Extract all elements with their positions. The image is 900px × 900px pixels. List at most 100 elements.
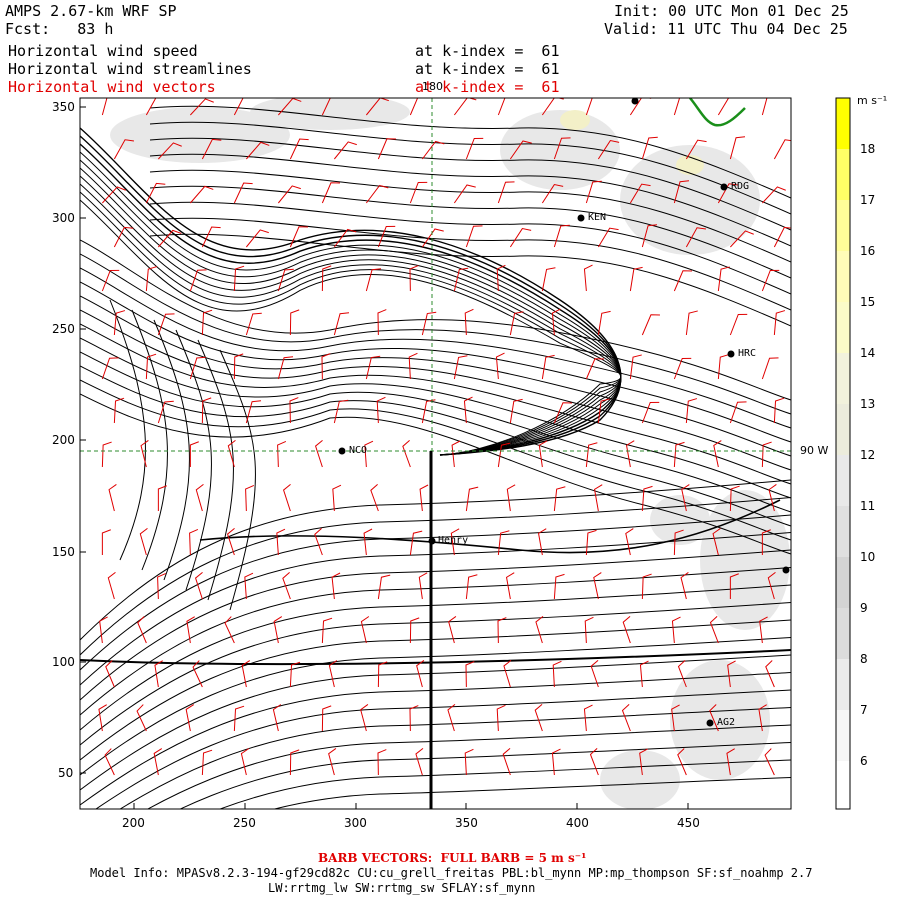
wind-barb [101,357,119,380]
streamline [179,742,791,809]
streamline [80,654,791,791]
wind-barb [685,310,698,336]
streamline [80,379,791,541]
streamline [272,777,791,809]
wind-barb [245,229,269,248]
wind-barb [717,98,739,116]
wind-barb [289,309,300,336]
wind-barb [377,309,387,336]
wind-barb [589,748,599,776]
wind-barb [201,226,221,248]
wind-barb [629,354,642,380]
wind-barb [551,748,561,776]
y-tick-150: 150 [52,545,75,559]
station-markers [338,97,790,727]
wind-barb [415,747,424,776]
wind-barb [583,264,593,292]
colorbar-tick-6: 6 [860,754,868,768]
wind-barb [331,572,341,600]
wind-barb [465,574,478,600]
streamlines [80,105,791,809]
wind-barb [597,227,619,248]
wind-barb [509,140,532,160]
wind-barb [761,441,772,468]
wind-barb [245,141,270,160]
wind-barb [360,616,370,644]
wind-barb [157,313,175,336]
wind-barb [450,528,460,556]
wind-barb [541,354,555,380]
wind-barb [717,354,730,380]
streamline [149,121,791,215]
wind-barb [552,660,562,688]
wind-barb [185,704,195,732]
x-tick-300: 300 [344,816,367,830]
meridian-label: 180 [422,80,443,93]
wind-barb [108,484,117,512]
wind-barb [282,483,291,512]
streamline [80,143,622,456]
wind-barb [729,230,754,248]
wind-barb [767,572,776,600]
streamline [95,689,791,809]
wind-barb [584,616,594,644]
wind-barb [639,660,649,688]
wind-barb [629,266,643,292]
streamline [153,319,190,581]
wind-barb [113,139,135,160]
wind-barb [333,141,357,160]
wind-barb [621,704,631,732]
wind-barb [113,226,134,248]
wind-barb [505,572,515,600]
wind-barb [289,661,301,688]
streamline [80,637,791,776]
colorbar-tick-13: 13 [860,397,876,411]
wind-barb [773,397,785,424]
wind-barb [245,485,255,512]
wind-barb [713,440,722,468]
wind-barb [673,98,681,116]
wind-barb [409,265,419,292]
streamline [80,267,791,429]
station-ken-label: KEN [588,212,607,223]
y-tick-100: 100 [52,655,75,669]
wind-barb [553,224,570,248]
streamline [80,672,791,806]
y-tick-250: 250 [52,322,75,336]
wind-barb [553,573,565,600]
wind-barb [194,571,203,600]
wind-barb [465,225,483,248]
colorbar-tick-15: 15 [860,295,876,309]
wind-barb [639,748,648,776]
streamline [80,497,791,656]
plot-area [80,98,791,809]
wind-barb [597,398,610,424]
wind-barb [729,313,748,336]
wind-barb [105,660,115,688]
wind-barb [622,616,631,644]
wind-barb [641,224,658,248]
wind-barb [333,312,350,336]
wind-barb [685,398,698,424]
forecast-hour: Fcst: 83 h [5,20,114,38]
wind-barb [408,352,418,380]
init-time: Init: 00 UTC Mon 01 Dec 25 [614,2,849,20]
wind-barb [502,748,511,776]
wind-barb [101,186,126,204]
wind-barb [541,183,564,204]
wind-barb [376,396,386,424]
wind-barb [709,704,719,732]
wind-barb [101,441,112,468]
wind-barb [585,442,598,468]
wind-barb [189,98,214,116]
station-rdg-label: RDG [731,181,750,192]
wind-barb [289,138,309,160]
wind-barb [453,184,476,204]
wind-barb [506,484,516,512]
wind-barb [537,528,547,556]
streamline [80,365,791,527]
streamline [80,175,622,456]
wind-barb [192,660,203,688]
plot-frame [79,97,792,810]
streamline [80,567,791,716]
